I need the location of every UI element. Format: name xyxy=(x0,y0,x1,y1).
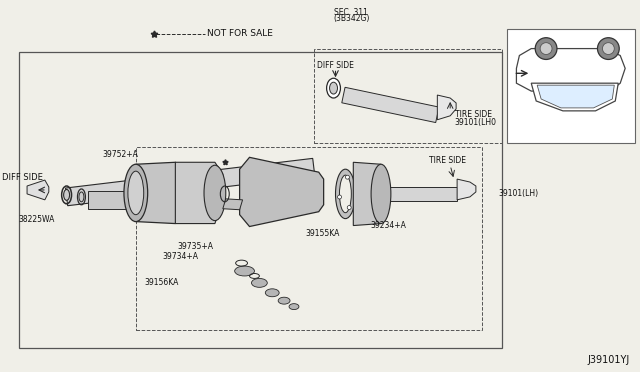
Polygon shape xyxy=(223,199,243,210)
Polygon shape xyxy=(19,52,502,348)
Polygon shape xyxy=(27,180,49,200)
Polygon shape xyxy=(342,87,439,122)
Text: 39155KA: 39155KA xyxy=(306,229,340,238)
Text: DIFF SIDE: DIFF SIDE xyxy=(317,61,354,70)
Ellipse shape xyxy=(602,43,614,55)
Text: SEC. 311: SEC. 311 xyxy=(334,9,368,17)
Text: 39101(LH0: 39101(LH0 xyxy=(454,118,496,127)
Text: 39156KA: 39156KA xyxy=(144,278,179,288)
Ellipse shape xyxy=(371,164,391,224)
Polygon shape xyxy=(175,162,223,224)
Ellipse shape xyxy=(346,175,349,179)
Ellipse shape xyxy=(124,164,148,222)
Ellipse shape xyxy=(266,289,279,297)
Text: TIRE SIDE: TIRE SIDE xyxy=(455,110,492,119)
Polygon shape xyxy=(88,191,136,209)
Text: (3B342G): (3B342G) xyxy=(333,15,369,23)
Polygon shape xyxy=(239,157,324,227)
Polygon shape xyxy=(381,187,457,201)
Polygon shape xyxy=(353,162,385,225)
Ellipse shape xyxy=(278,297,290,304)
Polygon shape xyxy=(437,95,456,120)
Polygon shape xyxy=(457,179,476,200)
Polygon shape xyxy=(65,158,315,206)
Text: 39752+A: 39752+A xyxy=(102,150,138,159)
Ellipse shape xyxy=(339,175,351,213)
Polygon shape xyxy=(516,49,625,91)
Text: NOT FOR SALE: NOT FOR SALE xyxy=(207,29,273,38)
Text: TIRE SIDE: TIRE SIDE xyxy=(429,156,466,165)
Text: 39101(LH): 39101(LH) xyxy=(499,189,539,198)
Ellipse shape xyxy=(348,206,351,209)
Polygon shape xyxy=(506,29,635,142)
Text: 39234+A: 39234+A xyxy=(370,221,406,230)
Ellipse shape xyxy=(235,266,255,276)
Text: 39735+A: 39735+A xyxy=(177,242,213,251)
Text: 39734+A: 39734+A xyxy=(162,252,198,261)
Polygon shape xyxy=(136,162,183,224)
Ellipse shape xyxy=(330,82,337,94)
Text: J39101YJ: J39101YJ xyxy=(588,355,630,365)
Polygon shape xyxy=(537,85,614,108)
Text: DIFF SIDE: DIFF SIDE xyxy=(2,173,42,182)
Ellipse shape xyxy=(79,192,84,202)
Text: 38225WA: 38225WA xyxy=(19,215,55,224)
Ellipse shape xyxy=(598,38,620,60)
Ellipse shape xyxy=(128,171,144,215)
Ellipse shape xyxy=(540,43,552,55)
Ellipse shape xyxy=(335,169,355,219)
Ellipse shape xyxy=(337,195,342,199)
Ellipse shape xyxy=(535,38,557,60)
Polygon shape xyxy=(531,83,618,111)
Ellipse shape xyxy=(204,165,226,221)
Ellipse shape xyxy=(252,278,268,287)
Ellipse shape xyxy=(289,304,299,310)
Ellipse shape xyxy=(63,189,70,201)
Ellipse shape xyxy=(326,78,340,98)
